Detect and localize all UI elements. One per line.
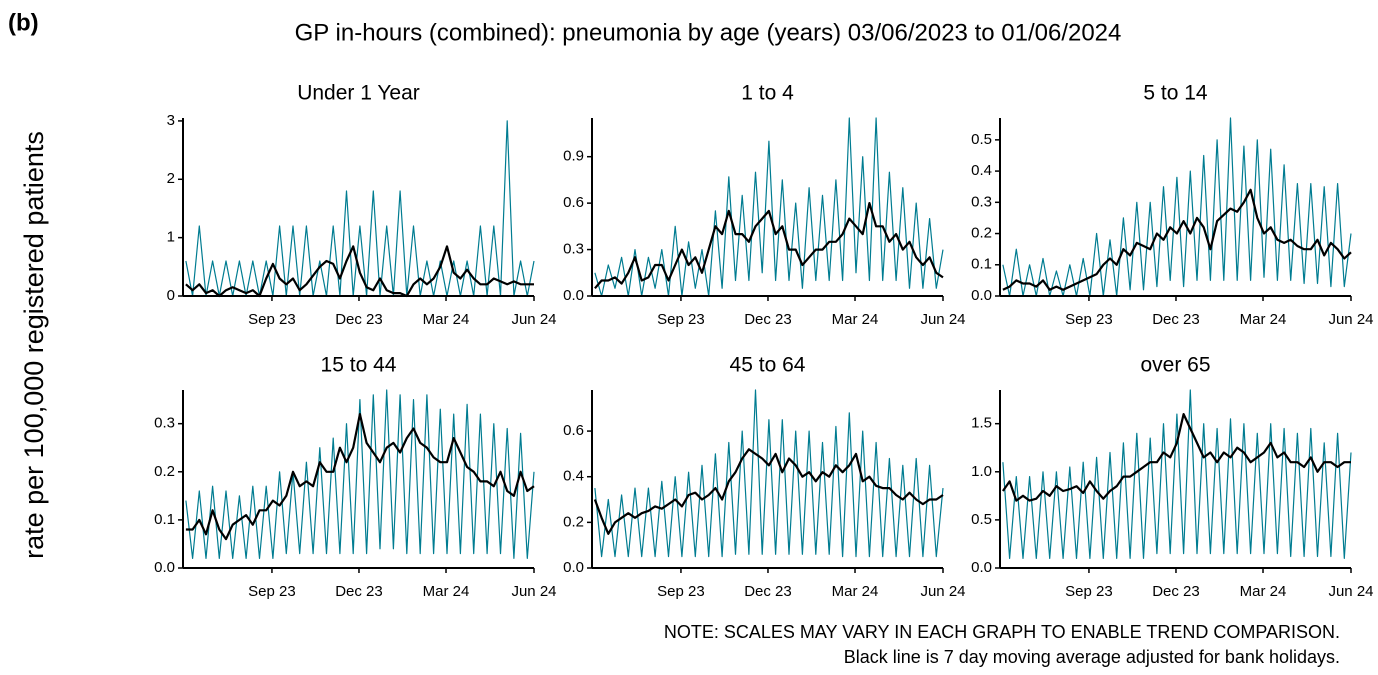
note: NOTE: SCALES MAY VARY IN EACH GRAPH TO E…: [664, 622, 1340, 642]
y-tick-label: 0: [167, 287, 175, 304]
x-tick-label: Mar 24: [423, 583, 470, 600]
x-tick-label: Dec 23: [335, 583, 383, 600]
x-tick-label: Sep 23: [657, 583, 705, 600]
y-tick-label: 0.0: [154, 559, 175, 576]
x-tick-label: Dec 23: [1152, 583, 1200, 600]
line-series: [593, 448, 944, 535]
x-tick-label: Jun 24: [1328, 583, 1373, 600]
x-tick-label: Sep 23: [248, 583, 296, 600]
x-tick-label: Sep 23: [657, 311, 705, 328]
y-tick-label: 0.2: [563, 513, 584, 530]
x-tick-label: Mar 24: [832, 311, 879, 328]
line-series: [1001, 413, 1351, 502]
y-tick-label: 0.4: [563, 468, 584, 485]
line-series: [185, 413, 535, 541]
x-tick-label: Jun 24: [920, 311, 965, 328]
y-tick-label: 0.2: [154, 463, 175, 480]
line-series: [594, 202, 944, 290]
x-tick-label: Mar 24: [423, 311, 470, 328]
y-tick-label: 0.0: [563, 287, 584, 304]
y-axis-label: rate per 100,000 registered patients: [19, 131, 49, 559]
x-tick-label: Sep 23: [1065, 311, 1113, 328]
y-tick-label: 3: [167, 112, 175, 129]
panel-title: 45 to 64: [730, 354, 806, 377]
y-tick-label: 0.1: [154, 511, 175, 528]
y-tick-label: 0.0: [971, 559, 992, 576]
y-tick-label: 0.4: [971, 162, 992, 179]
line-series: [1002, 389, 1352, 560]
y-tick-label: 0.6: [563, 422, 584, 439]
chart-title: GP in-hours (combined): pneumonia by age…: [295, 19, 1122, 46]
y-tick-label: 1.5: [971, 415, 992, 432]
x-tick-label: Jun 24: [511, 311, 556, 328]
x-tick-label: Dec 23: [744, 311, 792, 328]
y-tick-label: 0.0: [563, 559, 584, 576]
y-tick-label: 0.2: [971, 225, 992, 242]
line-series: [1002, 188, 1352, 291]
x-tick-label: Mar 24: [832, 583, 879, 600]
x-tick-label: Mar 24: [1240, 583, 1287, 600]
line-series: [594, 389, 944, 558]
panel-title: over 65: [1140, 354, 1210, 377]
panel-title: Under 1 Year: [297, 82, 420, 105]
x-tick-label: Mar 24: [1240, 311, 1287, 328]
y-tick-label: 2: [167, 170, 175, 187]
x-tick-label: Sep 23: [1065, 583, 1113, 600]
line-series: [185, 245, 534, 298]
x-tick-label: Jun 24: [920, 583, 965, 600]
y-tick-label: 0.6: [563, 194, 584, 211]
x-tick-label: Jun 24: [511, 583, 556, 600]
y-tick-label: 0.3: [971, 193, 992, 210]
line-series: [594, 117, 944, 297]
y-tick-label: 0.3: [154, 415, 175, 432]
y-tick-label: 1.0: [971, 463, 992, 480]
panel-label: (b): [8, 9, 39, 36]
x-tick-label: Sep 23: [248, 311, 296, 328]
y-tick-label: 0.5: [971, 131, 992, 148]
line-series: [185, 389, 535, 560]
x-tick-label: Dec 23: [335, 311, 383, 328]
y-tick-label: 1: [167, 229, 175, 246]
panel-title: 1 to 4: [741, 82, 794, 105]
x-tick-label: Dec 23: [744, 583, 792, 600]
y-tick-label: 0.9: [563, 148, 584, 165]
y-tick-label: 0.3: [563, 241, 584, 258]
panel-title: 5 to 14: [1143, 82, 1208, 105]
note: Black line is 7 day moving average adjus…: [844, 647, 1340, 667]
line-series: [185, 120, 535, 297]
x-tick-label: Dec 23: [1152, 311, 1200, 328]
y-tick-label: 0.0: [971, 287, 992, 304]
x-tick-label: Jun 24: [1328, 311, 1373, 328]
y-tick-label: 0.5: [971, 511, 992, 528]
line-series: [1002, 117, 1352, 297]
y-tick-label: 0.1: [971, 256, 992, 273]
panel-title: 15 to 44: [321, 354, 397, 377]
